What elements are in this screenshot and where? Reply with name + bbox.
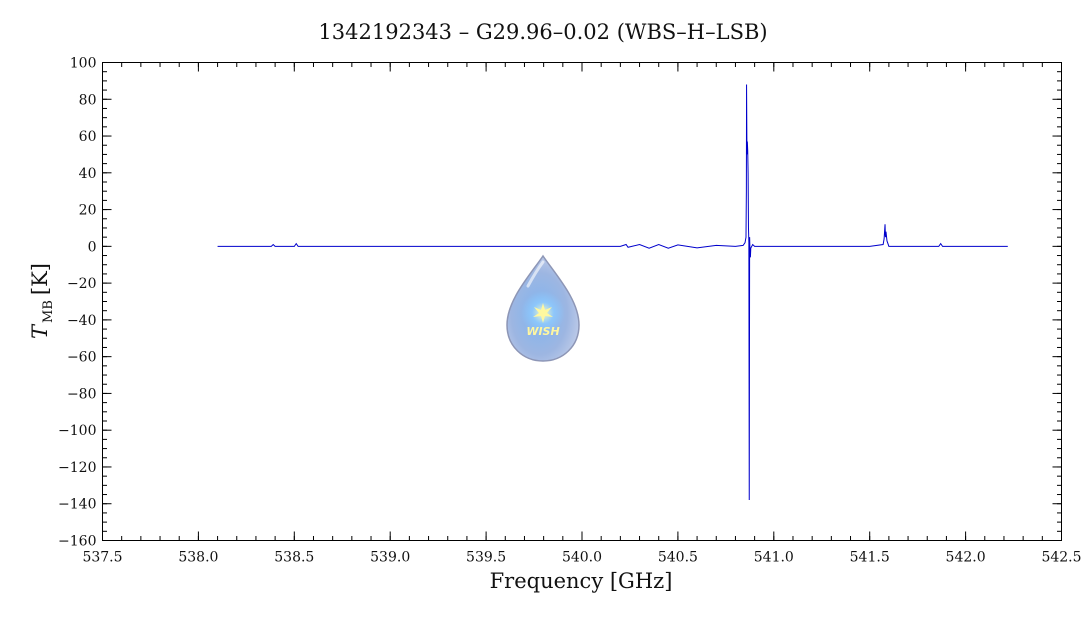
- y-tick-label: −40: [67, 313, 97, 329]
- y-tick-label: −60: [67, 350, 97, 366]
- x-tick-labels: 537.5 538.0 538.5 539.0 539.5 540.0 540.5 541.0…: [82, 550, 1081, 566]
- star-icon: [533, 303, 553, 323]
- y-tick-label: −140: [58, 497, 96, 513]
- x-tick-label: 542.0: [946, 550, 986, 566]
- x-tick-label: 540.5: [658, 550, 698, 566]
- plot-frame: [102, 62, 1062, 541]
- y-tick-label: 80: [79, 92, 97, 108]
- y-tick-label: −100: [58, 423, 96, 439]
- y-tick-label: 40: [79, 166, 97, 182]
- spectrum-line: [217, 84, 1008, 501]
- chart-title: 1342192343 – G29.96–0.02 (WBS–H–LSB): [318, 20, 767, 44]
- wish-logo: WISH: [506, 254, 580, 362]
- y-tick-labels: 100 80 60 40 20 0 −20 −40 −60 −80 −100 −120 −140 −160: [58, 56, 96, 550]
- x-axis-label: Frequency [GHz]: [490, 569, 673, 593]
- x-tick-label: 541.0: [754, 550, 794, 566]
- x-tick-label: 538.5: [274, 550, 314, 566]
- x-tick-label: 539.5: [466, 550, 506, 566]
- x-tick-label: 542.5: [1041, 550, 1081, 566]
- logo-text: WISH: [526, 325, 559, 338]
- y-tick-label: 60: [79, 129, 97, 145]
- axis-ticks: [102, 62, 1062, 541]
- spectrum-series: [217, 84, 1008, 501]
- x-tick-label: 540.0: [562, 550, 602, 566]
- y-tick-label: −80: [67, 386, 97, 402]
- y-axis-label: TMB [K]: [28, 263, 56, 339]
- y-tick-label: 20: [79, 203, 97, 219]
- y-tick-label: 100: [70, 56, 97, 72]
- x-tick-label: 541.5: [850, 550, 890, 566]
- x-tick-label: 537.5: [82, 550, 122, 566]
- svg-text:TMB[K]: TMB [K]: [28, 263, 56, 339]
- y-tick-label: −160: [58, 534, 96, 550]
- y-tick-label: 0: [88, 239, 97, 255]
- y-tick-label: −120: [58, 460, 96, 476]
- x-tick-label: 538.0: [178, 550, 218, 566]
- x-tick-label: 539.0: [370, 550, 410, 566]
- y-axis-label-symbol: T: [28, 323, 52, 339]
- y-tick-label: −20: [67, 276, 97, 292]
- y-axis-label-unit: [K]: [28, 263, 52, 295]
- y-axis-label-subscript: MB: [41, 300, 56, 323]
